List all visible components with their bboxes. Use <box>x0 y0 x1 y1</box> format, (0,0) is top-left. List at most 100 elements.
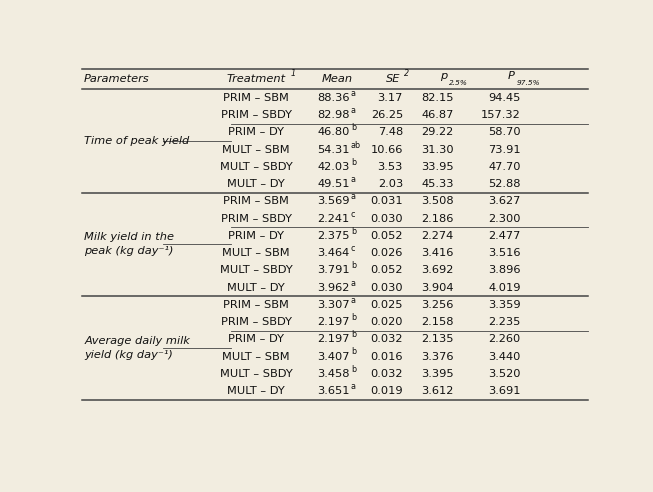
Text: 54.31: 54.31 <box>317 145 350 154</box>
Text: 3.17: 3.17 <box>377 93 403 103</box>
Text: 2.186: 2.186 <box>421 214 454 224</box>
Text: 58.70: 58.70 <box>488 127 521 137</box>
Text: 0.030: 0.030 <box>370 282 403 293</box>
Text: 82.15: 82.15 <box>421 93 454 103</box>
Text: b: b <box>351 123 356 132</box>
Text: PRIM – DY: PRIM – DY <box>228 127 284 137</box>
Text: 0.030: 0.030 <box>370 214 403 224</box>
Text: 0.025: 0.025 <box>370 300 403 310</box>
Text: a: a <box>351 278 356 287</box>
Text: MULT – SBM: MULT – SBM <box>223 248 290 258</box>
Text: 42.03: 42.03 <box>317 162 350 172</box>
Text: 0.032: 0.032 <box>370 334 403 344</box>
Text: PRIM – SBDY: PRIM – SBDY <box>221 110 292 120</box>
Text: 2.375: 2.375 <box>317 231 350 241</box>
Text: 0.019: 0.019 <box>370 386 403 396</box>
Text: a: a <box>351 296 356 305</box>
Text: 82.98: 82.98 <box>317 110 350 120</box>
Text: 0.052: 0.052 <box>370 265 403 276</box>
Text: 52.88: 52.88 <box>488 179 521 189</box>
Text: 46.80: 46.80 <box>317 127 350 137</box>
Text: 3.458: 3.458 <box>317 369 350 379</box>
Text: 3.407: 3.407 <box>317 351 350 362</box>
Text: 157.32: 157.32 <box>481 110 521 120</box>
Text: MULT – SBDY: MULT – SBDY <box>220 162 293 172</box>
Text: a: a <box>351 106 356 115</box>
Text: 2.274: 2.274 <box>421 231 454 241</box>
Text: 10.66: 10.66 <box>371 145 403 154</box>
Text: p: p <box>440 71 447 81</box>
Text: 3.962: 3.962 <box>317 282 350 293</box>
Text: P: P <box>508 71 515 81</box>
Text: 2.158: 2.158 <box>421 317 454 327</box>
Text: 3.464: 3.464 <box>317 248 350 258</box>
Text: c: c <box>351 210 355 218</box>
Text: Treatment: Treatment <box>227 74 286 84</box>
Text: MULT – SBM: MULT – SBM <box>223 351 290 362</box>
Text: 2.197: 2.197 <box>317 317 350 327</box>
Text: 4.019: 4.019 <box>488 282 521 293</box>
Text: a: a <box>351 192 356 201</box>
Text: MULT – DY: MULT – DY <box>227 179 285 189</box>
Text: 0.016: 0.016 <box>370 351 403 362</box>
Text: 3.896: 3.896 <box>488 265 521 276</box>
Text: a: a <box>351 382 356 391</box>
Text: 3.256: 3.256 <box>421 300 454 310</box>
Text: 2.260: 2.260 <box>488 334 521 344</box>
Text: SE: SE <box>386 74 400 84</box>
Text: MULT – SBDY: MULT – SBDY <box>220 265 293 276</box>
Text: 3.569: 3.569 <box>317 196 350 206</box>
Text: 45.33: 45.33 <box>421 179 454 189</box>
Text: 31.30: 31.30 <box>421 145 454 154</box>
Text: 3.416: 3.416 <box>421 248 454 258</box>
Text: 0.032: 0.032 <box>370 369 403 379</box>
Text: b: b <box>351 365 356 374</box>
Text: 3.376: 3.376 <box>421 351 454 362</box>
Text: 3.691: 3.691 <box>488 386 521 396</box>
Text: b: b <box>351 330 356 339</box>
Text: 94.45: 94.45 <box>488 93 521 103</box>
Text: MULT – SBDY: MULT – SBDY <box>220 369 293 379</box>
Text: PRIM – SBM: PRIM – SBM <box>223 93 289 103</box>
Text: 3.791: 3.791 <box>317 265 350 276</box>
Text: 29.22: 29.22 <box>421 127 454 137</box>
Text: MULT – SBM: MULT – SBM <box>223 145 290 154</box>
Text: 3.516: 3.516 <box>488 248 521 258</box>
Text: 73.91: 73.91 <box>488 145 521 154</box>
Text: 2.03: 2.03 <box>377 179 403 189</box>
Text: 26.25: 26.25 <box>371 110 403 120</box>
Text: 3.53: 3.53 <box>377 162 403 172</box>
Text: a: a <box>351 175 356 184</box>
Text: 2.135: 2.135 <box>421 334 454 344</box>
Text: 2.5%: 2.5% <box>449 80 468 86</box>
Text: 88.36: 88.36 <box>317 93 350 103</box>
Text: 1: 1 <box>291 69 296 78</box>
Text: b: b <box>351 261 356 270</box>
Text: 3.307: 3.307 <box>317 300 350 310</box>
Text: 3.520: 3.520 <box>488 369 521 379</box>
Text: b: b <box>351 227 356 236</box>
Text: 3.612: 3.612 <box>421 386 454 396</box>
Text: 2.197: 2.197 <box>317 334 350 344</box>
Text: 0.026: 0.026 <box>371 248 403 258</box>
Text: b: b <box>351 347 356 357</box>
Text: PRIM – DY: PRIM – DY <box>228 334 284 344</box>
Text: 2.235: 2.235 <box>488 317 521 327</box>
Text: 0.020: 0.020 <box>370 317 403 327</box>
Text: 2.477: 2.477 <box>488 231 521 241</box>
Text: 33.95: 33.95 <box>421 162 454 172</box>
Text: Milk yield in the
peak (kg day⁻¹): Milk yield in the peak (kg day⁻¹) <box>84 233 174 256</box>
Text: MULT – DY: MULT – DY <box>227 282 285 293</box>
Text: 3.359: 3.359 <box>488 300 521 310</box>
Text: Average daily milk
yield (kg day⁻¹): Average daily milk yield (kg day⁻¹) <box>84 336 190 360</box>
Text: MULT – DY: MULT – DY <box>227 386 285 396</box>
Text: PRIM – SBDY: PRIM – SBDY <box>221 317 292 327</box>
Text: b: b <box>351 313 356 322</box>
Text: ab: ab <box>351 141 361 150</box>
Text: PRIM – SBM: PRIM – SBM <box>223 300 289 310</box>
Text: Parameters: Parameters <box>84 74 150 84</box>
Text: 97.5%: 97.5% <box>517 80 541 86</box>
Text: 3.692: 3.692 <box>421 265 454 276</box>
Text: Time of peak yield: Time of peak yield <box>84 136 189 146</box>
Text: 2.300: 2.300 <box>488 214 521 224</box>
